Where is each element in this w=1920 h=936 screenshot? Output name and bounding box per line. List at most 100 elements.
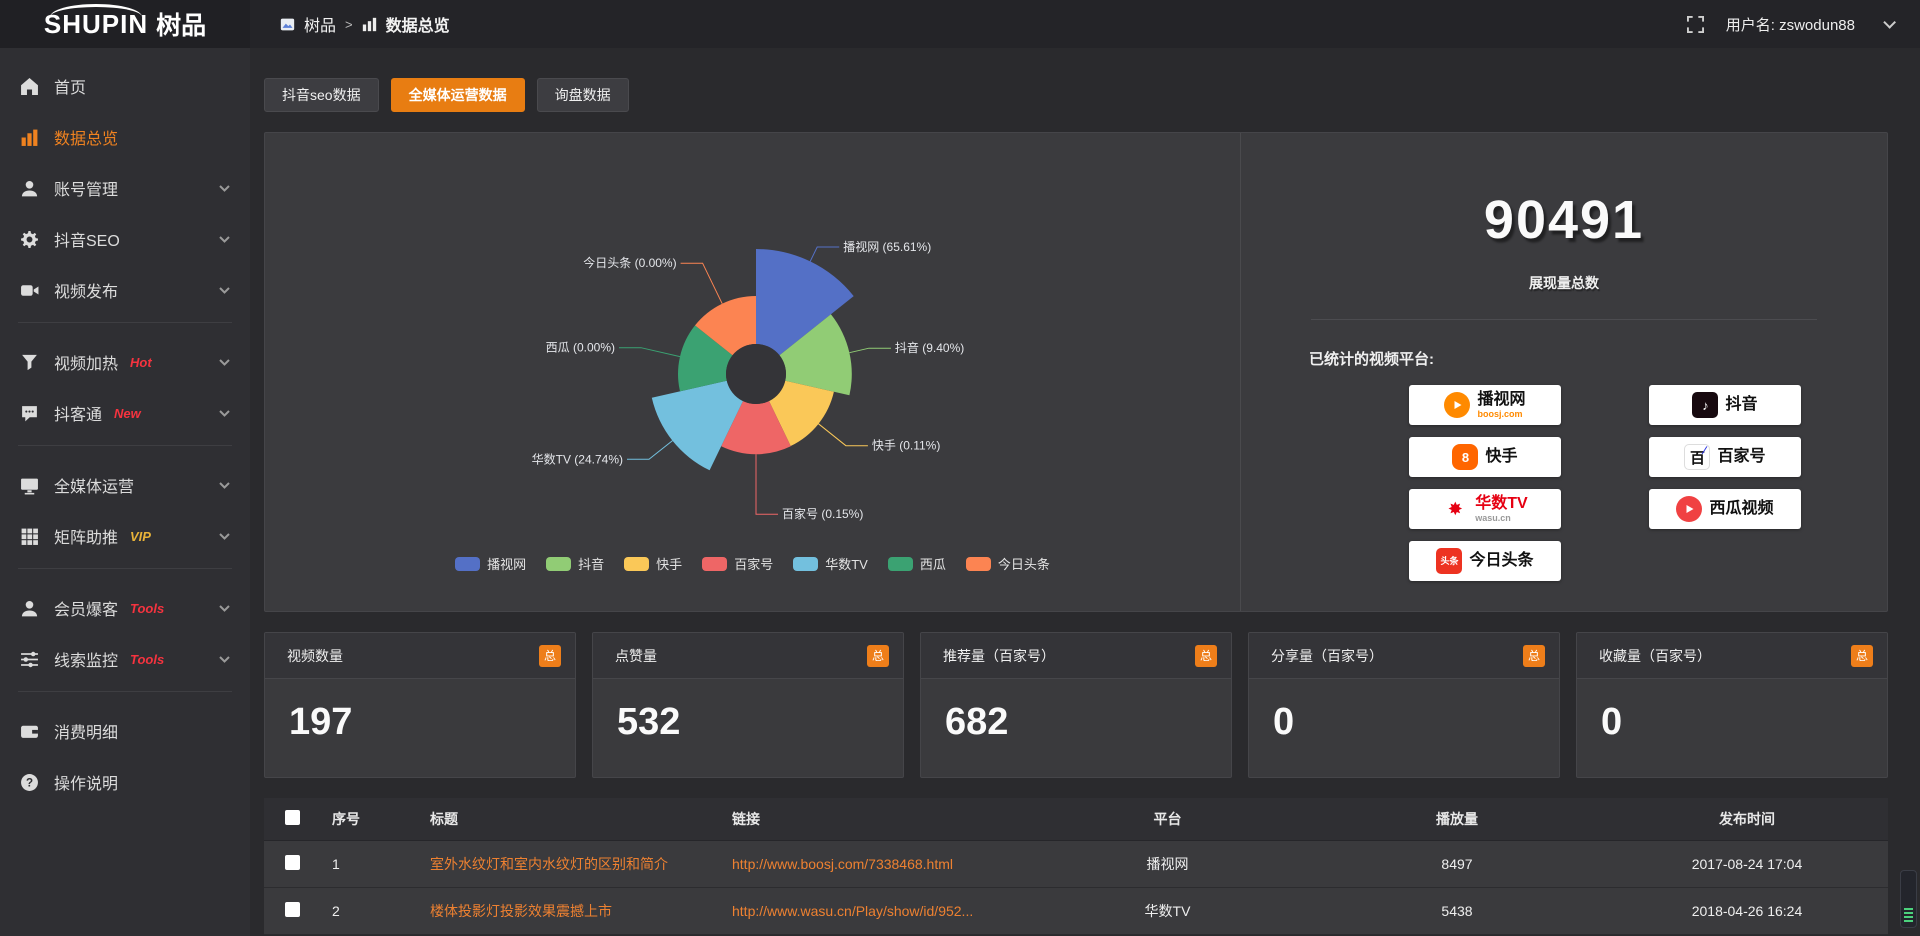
chevron-down-icon[interactable] [219, 230, 230, 248]
user-menu-chevron-icon[interactable] [1883, 15, 1896, 29]
total-badge[interactable]: 总 [1195, 644, 1217, 667]
tab-2[interactable]: 询盘数据 [536, 78, 629, 112]
chevron-down-icon[interactable] [219, 281, 230, 299]
sidebar-item-chat[interactable]: 抖客通 New [0, 391, 250, 435]
question-icon: ? [20, 773, 39, 792]
chevron-down-icon[interactable] [219, 527, 230, 545]
sidebar-item-user[interactable]: 账号管理 [0, 166, 250, 210]
platform-badge-6[interactable]: 头条 今日头条 [1409, 541, 1561, 581]
pie-slice-4[interactable] [651, 380, 743, 471]
legend-item-2[interactable]: 快手 [624, 554, 682, 573]
row-checkbox[interactable] [284, 901, 300, 917]
tab-1[interactable]: 全媒体运营数据 [390, 78, 525, 112]
pie-label: 华数TV (24.74%) [532, 451, 623, 466]
legend-chip [546, 556, 572, 571]
fullscreen-icon[interactable] [1686, 15, 1704, 33]
platform-badge-5[interactable]: 西瓜视频 [1649, 489, 1801, 529]
sidebar-item-label: 视频加热 [54, 356, 119, 373]
row-checkbox[interactable] [284, 854, 300, 870]
sidebar-item-funnel[interactable]: 视频加热 Hot [0, 340, 250, 384]
summary-section: 90491 展现量总数 已统计的视频平台: 播视网 boosj.com ♪ 抖音 8 … [1241, 133, 1887, 611]
stat-card-header: 视频数量 总 [265, 633, 575, 679]
pie-slice-6[interactable] [695, 296, 756, 356]
pie-label: 快手 (0.11%) [872, 439, 940, 453]
tab-0[interactable]: 抖音seo数据 [264, 78, 379, 112]
sidebar-item-question[interactable]: ? 操作说明 [0, 760, 250, 804]
total-badge[interactable]: 总 [539, 644, 561, 667]
pie-slice-2[interactable] [769, 380, 834, 446]
pie-slice-1[interactable] [779, 314, 852, 396]
main-content: 抖音seo数据 全媒体运营数据 询盘数据 播视网 (65.61%) 抖音 (9.40%… [250, 48, 1920, 936]
breadcrumb-page[interactable]: 数据总览 [385, 18, 450, 35]
platform-badge-3[interactable]: 百 ∕ 百家号 [1649, 437, 1801, 477]
platform-badge-2[interactable]: 8 快手 [1409, 437, 1561, 477]
legend-item-0[interactable]: 播视网 [455, 554, 526, 573]
legend-chip [887, 556, 913, 571]
sidebar-item-label: 全媒体运营 [54, 479, 135, 496]
username-label[interactable]: 用户名: zswodun88 [1725, 16, 1855, 34]
sidebar-divider [18, 691, 232, 692]
legend-label: 抖音 [578, 557, 605, 572]
stat-card-value: 0 [1273, 701, 1295, 743]
sidebar-item-gear[interactable]: 抖音SEO [0, 217, 250, 261]
pie-label: 播视网 (65.61%) [843, 239, 931, 254]
sidebar-item-grid[interactable]: 矩阵助推 VIP [0, 514, 250, 558]
pie-label: 今日头条 (0.00%) [583, 255, 676, 270]
pie-label-line [818, 423, 868, 447]
total-badge[interactable]: 总 [1851, 644, 1873, 667]
sidebar-item-wallet[interactable]: 消费明细 [0, 709, 250, 753]
sidebar: 首页数据总览账号管理抖音SEO 视频发布视频加热 Hot 抖客通 New 全媒体运营矩阵助… [0, 48, 250, 936]
chevron-down-icon[interactable] [219, 599, 230, 617]
legend-item-3[interactable]: 百家号 [702, 554, 773, 573]
select-all-checkbox[interactable] [284, 809, 300, 825]
platform-badge-1[interactable]: ♪ 抖音 [1649, 385, 1801, 425]
pie-slice-0[interactable] [756, 249, 854, 356]
sidebar-item-label: 首页 [54, 80, 87, 97]
stat-card-header: 推荐量（百家号） 总 [921, 633, 1231, 679]
video-url-link[interactable]: http://www.boosj.com/7338468.html [732, 855, 954, 872]
legend-label: 百家号 [734, 557, 774, 572]
legend-item-4[interactable]: 华数TV [793, 554, 868, 573]
video-url-link[interactable]: http://www.wasu.cn/Play/show/id/952... [732, 902, 974, 919]
svg-text:?: ? [26, 776, 33, 789]
legend-item-6[interactable]: 今日头条 [965, 554, 1050, 573]
pie-slice-5[interactable] [678, 325, 733, 392]
sidebar-item-label: 线索监控 [54, 653, 119, 670]
chevron-down-icon[interactable] [219, 404, 230, 422]
chevron-down-icon[interactable] [219, 650, 230, 668]
video-title-link[interactable]: 室外水纹灯和室内水纹灯的区别和简介 [430, 855, 668, 872]
monitor-icon [20, 476, 39, 495]
total-badge[interactable]: 总 [867, 644, 889, 667]
platform-badge-4[interactable]: ✸ 华数TV wasu.cn [1409, 489, 1561, 529]
sidebar-item-chart[interactable]: 数据总览 [0, 115, 250, 159]
pie-hole [726, 344, 786, 404]
sidebar-item-user2[interactable]: 会员爆客 Tools [0, 586, 250, 630]
total-badge[interactable]: 总 [1523, 644, 1545, 667]
rose-pie-chart[interactable]: 播视网 (65.61%) 抖音 (9.40%) 快手 (0.11%) 百家号 (0.1… [265, 133, 1240, 613]
legend-item-5[interactable]: 西瓜 [887, 554, 946, 573]
breadcrumb-app[interactable]: 树品 [304, 18, 337, 35]
stat-card-header: 点赞量 总 [593, 633, 903, 679]
stat-card-3: 分享量（百家号） 总 0 [1248, 632, 1560, 778]
legend-label: 西瓜 [919, 557, 946, 572]
sidebar-item-sliders[interactable]: 线索监控 Tools [0, 637, 250, 681]
platform-badge-0[interactable]: 播视网 boosj.com [1409, 385, 1561, 425]
chevron-down-icon[interactable] [219, 179, 230, 197]
summary-divider [1311, 319, 1817, 320]
cell-plays: 8497 [1308, 840, 1606, 888]
platform-sub: boosj.com [1477, 408, 1523, 419]
sidebar-item-video[interactable]: 视频发布 [0, 268, 250, 312]
chevron-down-icon[interactable] [219, 353, 230, 371]
sidebar-item-monitor[interactable]: 全媒体运营 [0, 463, 250, 507]
video-title-link[interactable]: 楼体投影灯投影效果震撼上市 [430, 902, 612, 919]
floating-widget[interactable] [1900, 870, 1917, 928]
sidebar-divider [18, 322, 232, 323]
overview-panel: 播视网 (65.61%) 抖音 (9.40%) 快手 (0.11%) 百家号 (0.1… [264, 132, 1888, 612]
wallet-icon [20, 722, 39, 741]
sidebar-item-home[interactable]: 首页 [0, 64, 250, 108]
cell-platform: 华数TV [1027, 887, 1308, 935]
legend-item-1[interactable]: 抖音 [546, 554, 604, 573]
pie-slice-3[interactable] [721, 401, 791, 455]
pie-label-line [619, 347, 681, 358]
chevron-down-icon[interactable] [219, 476, 230, 494]
